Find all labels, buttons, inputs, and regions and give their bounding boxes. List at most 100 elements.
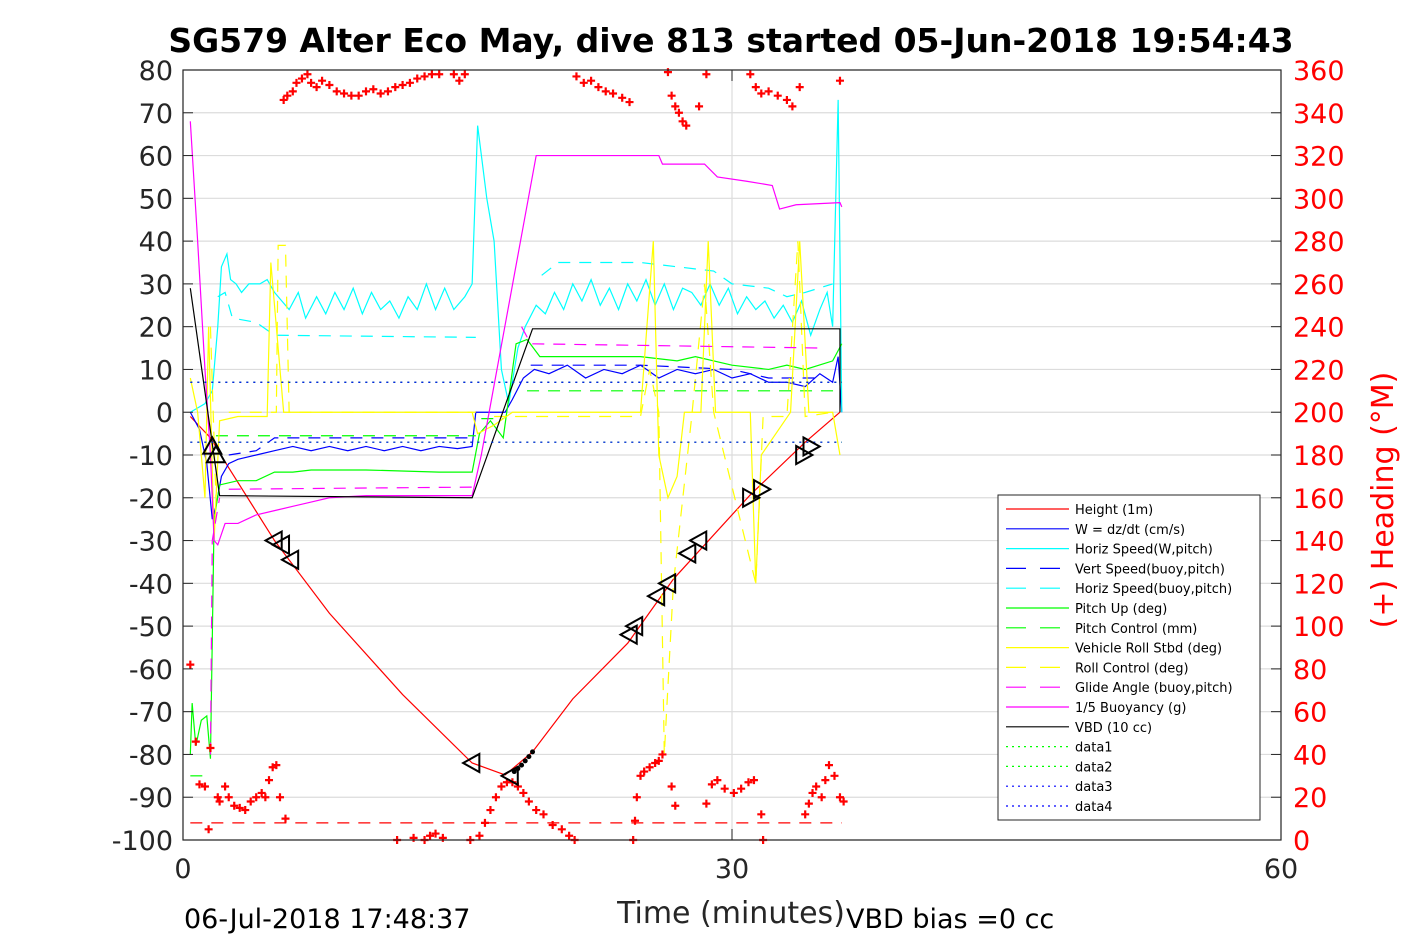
heading-point	[431, 829, 440, 838]
y-tick-label: 80	[139, 56, 173, 87]
heading-point	[830, 771, 839, 780]
y-right-tick-label: 240	[1293, 313, 1345, 344]
heading-point	[195, 780, 204, 789]
legend-label: Vert Speed(buoy,pitch)	[1075, 562, 1225, 577]
heading-point	[292, 78, 301, 87]
heading-point	[572, 72, 581, 81]
legend-label: Horiz Speed(W,pitch)	[1075, 543, 1213, 558]
y-right-tick-label: 320	[1293, 142, 1345, 173]
heading-point	[257, 788, 266, 797]
heading-point	[749, 776, 758, 785]
heading-point	[204, 825, 213, 834]
heading-point	[398, 80, 407, 89]
black-dot	[530, 749, 536, 755]
heading-point	[486, 806, 495, 815]
series-horiz-speed-buoy-pitch	[217, 291, 476, 338]
heading-point	[224, 793, 233, 802]
heading-point	[695, 102, 704, 111]
heading-point	[631, 816, 640, 825]
y-right-tick-label: 360	[1293, 56, 1345, 87]
y-tick-label: -20	[129, 484, 173, 515]
heading-point	[391, 83, 400, 92]
legend-label: Horiz Speed(buoy,pitch)	[1075, 582, 1232, 597]
heading-point	[369, 85, 378, 94]
heading-point	[491, 793, 500, 802]
heading-point	[782, 95, 791, 104]
y-right-tick-label: 180	[1293, 441, 1345, 472]
triangle-marker	[742, 487, 762, 509]
y-right-tick-label: 200	[1293, 398, 1345, 429]
heading-point	[215, 797, 224, 806]
triangle-marker	[688, 529, 708, 552]
heading-point	[405, 78, 414, 87]
heading-point	[449, 70, 458, 79]
triangle-marker	[618, 623, 638, 646]
heading-point	[548, 821, 557, 830]
heading-point	[737, 784, 746, 793]
legend-label: data3	[1075, 780, 1113, 795]
heading-point	[376, 89, 385, 98]
heading-point	[288, 87, 297, 96]
black-dot	[515, 766, 521, 772]
chart-title: SG579 Alter Eco May, dive 813 started 05…	[168, 21, 1293, 60]
y-tick-label: -80	[129, 740, 173, 771]
heading-point	[460, 70, 469, 79]
heading-point	[674, 108, 683, 117]
black-dot	[526, 754, 532, 760]
heading-point	[191, 737, 200, 746]
heading-point	[746, 70, 755, 79]
heading-point	[426, 831, 435, 840]
heading-point	[824, 761, 833, 770]
black-dot	[511, 769, 517, 775]
heading-point	[632, 793, 641, 802]
heading-point	[307, 78, 316, 87]
legend-label: Pitch Control (mm)	[1075, 622, 1197, 637]
heading-point	[413, 74, 422, 83]
heading-point	[636, 771, 645, 780]
heading-point	[455, 76, 464, 85]
y-right-tick-label: 280	[1293, 227, 1345, 258]
heading-point	[235, 803, 244, 812]
heading-point	[587, 76, 596, 85]
y-tick-label: 70	[139, 99, 173, 130]
heading-point	[265, 776, 274, 785]
y-right-tick-label: 260	[1293, 270, 1345, 301]
heading-point	[821, 776, 830, 785]
series-w-dz-dt-cm-s	[189, 356, 843, 520]
series-glide-angle-buoy-pitch	[521, 326, 824, 349]
series-roll-control-deg	[209, 326, 217, 498]
heading-point	[221, 782, 230, 791]
y-right-tick-label: 60	[1293, 698, 1327, 729]
y-axis-right: 0 20 40 60 80 100 120 140 160 180 200 220 240 260 280 3…	[1271, 56, 1345, 857]
y-axis-right-label: (+) Heading (°M)	[1366, 372, 1401, 629]
triangle-marker	[656, 572, 677, 595]
heading-point	[435, 70, 444, 79]
x-tick-label: 0	[174, 854, 191, 885]
heading-point	[618, 93, 627, 102]
footer-vbd-bias: VBD bias =0 cc	[846, 904, 1054, 935]
series-pitch-up-deg	[189, 338, 843, 759]
heading-point	[475, 831, 484, 840]
heading-point	[200, 782, 209, 791]
heading-point	[241, 806, 250, 815]
heading-point	[788, 102, 797, 111]
heading-point	[640, 767, 649, 776]
heading-point	[252, 793, 261, 802]
series-roll-control-deg	[494, 241, 833, 755]
heading-point	[839, 797, 848, 806]
y-right-tick-label: 100	[1293, 612, 1345, 643]
heading-point	[532, 806, 541, 815]
heading-point	[539, 810, 548, 819]
heading-point	[420, 72, 429, 81]
heading-point	[246, 797, 255, 806]
heading-point	[671, 801, 680, 810]
y-tick-label: -40	[129, 569, 173, 600]
heading-point	[362, 87, 370, 96]
legend: Height (1m) W = dz/dt (cm/s) Horiz Speed(W…	[997, 494, 1261, 821]
heading-point	[713, 776, 722, 785]
triangle-marker	[753, 478, 773, 500]
heading-point	[658, 750, 667, 759]
series-vert-speed-buoy-pitch	[228, 437, 476, 456]
heading-point	[557, 825, 566, 834]
heading-point	[720, 784, 729, 793]
